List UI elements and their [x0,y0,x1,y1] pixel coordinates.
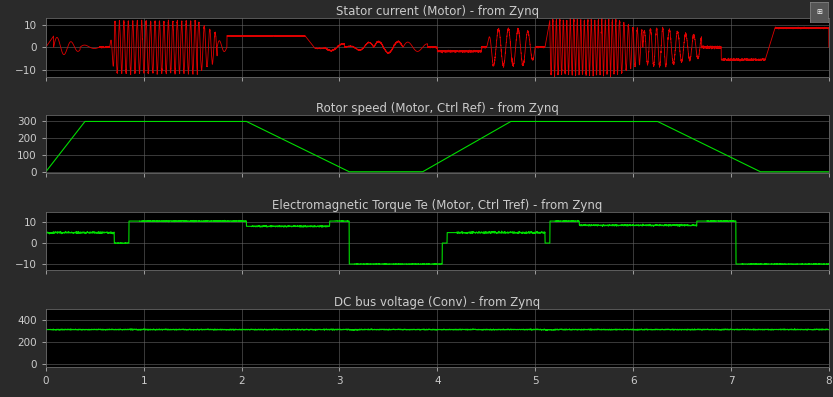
Text: ⊞: ⊞ [816,9,822,15]
Title: DC bus voltage (Conv) - from Zynq: DC bus voltage (Conv) - from Zynq [334,295,541,308]
Title: Rotor speed (Motor, Ctrl Ref) - from Zynq: Rotor speed (Motor, Ctrl Ref) - from Zyn… [316,102,559,115]
Title: Electromagnetic Torque Te (Motor, Ctrl Tref) - from Zynq: Electromagnetic Torque Te (Motor, Ctrl T… [272,198,602,212]
Title: Stator current (Motor) - from Zynq: Stator current (Motor) - from Zynq [336,5,539,18]
